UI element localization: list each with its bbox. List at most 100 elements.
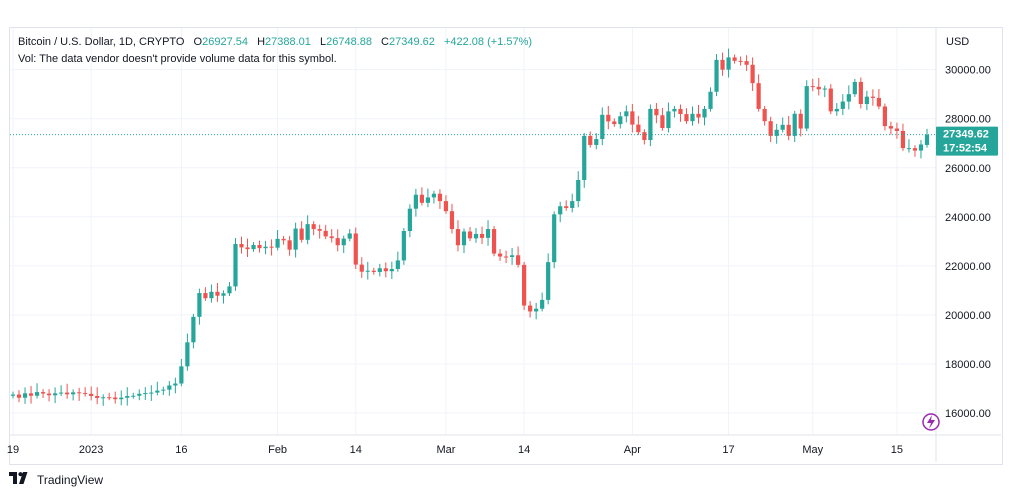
candle-body[interactable] bbox=[40, 392, 46, 394]
flash-icon[interactable] bbox=[922, 413, 940, 431]
candle-body[interactable] bbox=[101, 397, 106, 399]
candle-body[interactable] bbox=[846, 94, 851, 102]
candle-body[interactable] bbox=[900, 130, 906, 149]
candle-body[interactable] bbox=[16, 394, 22, 398]
candle-body[interactable] bbox=[461, 231, 467, 246]
candle-body[interactable] bbox=[485, 229, 491, 238]
candle-body[interactable] bbox=[233, 244, 238, 287]
candle-body[interactable] bbox=[119, 397, 124, 400]
candle-body[interactable] bbox=[449, 211, 455, 230]
candle-body[interactable] bbox=[149, 392, 154, 394]
candle-body[interactable] bbox=[419, 194, 424, 203]
candle-body[interactable] bbox=[576, 180, 581, 202]
candle-body[interactable] bbox=[155, 390, 160, 393]
candle-body[interactable] bbox=[185, 342, 190, 367]
chart-frame[interactable] bbox=[9, 27, 1003, 465]
candle-body[interactable] bbox=[52, 393, 58, 396]
candle-body[interactable] bbox=[522, 264, 527, 306]
candle-body[interactable] bbox=[762, 108, 767, 122]
candle-body[interactable] bbox=[642, 132, 647, 141]
candle-body[interactable] bbox=[714, 59, 719, 92]
candle-body[interactable] bbox=[870, 96, 875, 98]
candle-body[interactable] bbox=[864, 96, 869, 105]
candle-body[interactable] bbox=[425, 197, 431, 203]
candle-body[interactable] bbox=[329, 236, 334, 239]
candle-body[interactable] bbox=[383, 268, 388, 272]
candle-body[interactable] bbox=[636, 124, 641, 133]
candle-body[interactable] bbox=[660, 115, 665, 129]
candle-body[interactable] bbox=[894, 128, 900, 131]
candle-body[interactable] bbox=[924, 134, 930, 145]
candle-body[interactable] bbox=[389, 269, 394, 272]
candle-body[interactable] bbox=[750, 64, 755, 84]
candle-body[interactable] bbox=[582, 135, 587, 181]
candle-body[interactable] bbox=[107, 397, 112, 399]
candle-body[interactable] bbox=[678, 108, 683, 115]
candle-body[interactable] bbox=[293, 228, 298, 250]
candle-body[interactable] bbox=[882, 106, 888, 127]
candle-body[interactable] bbox=[828, 88, 833, 112]
candle-body[interactable] bbox=[353, 233, 358, 265]
candle-body[interactable] bbox=[552, 214, 557, 263]
candle-body[interactable] bbox=[858, 81, 863, 105]
candle-body[interactable] bbox=[443, 201, 449, 212]
candle-body[interactable] bbox=[28, 393, 34, 396]
candle-body[interactable] bbox=[95, 396, 100, 398]
candle-body[interactable] bbox=[161, 389, 166, 391]
candle-body[interactable] bbox=[83, 393, 88, 395]
candle-body[interactable] bbox=[756, 83, 761, 109]
candle-body[interactable] bbox=[630, 111, 635, 125]
candle-body[interactable] bbox=[34, 392, 40, 396]
candle-body[interactable] bbox=[263, 246, 268, 249]
candle-body[interactable] bbox=[269, 246, 274, 248]
candle-body[interactable] bbox=[804, 86, 809, 129]
candle-body[interactable] bbox=[341, 238, 346, 246]
candle-body[interactable] bbox=[666, 111, 671, 129]
candle-body[interactable] bbox=[317, 229, 322, 231]
candle-body[interactable] bbox=[209, 291, 214, 299]
candle-body[interactable] bbox=[167, 385, 172, 390]
candle-body[interactable] bbox=[275, 238, 280, 248]
candle-body[interactable] bbox=[546, 262, 551, 300]
candle-body[interactable] bbox=[624, 111, 629, 117]
candle-body[interactable] bbox=[509, 255, 515, 257]
candle-body[interactable] bbox=[65, 392, 70, 395]
candle-body[interactable] bbox=[780, 124, 785, 130]
candle-body[interactable] bbox=[708, 91, 713, 109]
candle-body[interactable] bbox=[335, 238, 340, 246]
candle-body[interactable] bbox=[503, 256, 509, 258]
candle-body[interactable] bbox=[143, 393, 148, 395]
candle-body[interactable] bbox=[89, 393, 94, 397]
candle-body[interactable] bbox=[257, 244, 262, 249]
candle-body[interactable] bbox=[606, 114, 611, 122]
candle-body[interactable] bbox=[305, 224, 310, 240]
candle-body[interactable] bbox=[245, 247, 250, 250]
candle-body[interactable] bbox=[690, 113, 695, 122]
candle-body[interactable] bbox=[600, 114, 605, 140]
candle-body[interactable] bbox=[377, 268, 382, 272]
candle-body[interactable] bbox=[71, 392, 76, 395]
candle-body[interactable] bbox=[131, 395, 136, 397]
symbol-title[interactable]: Bitcoin / U.S. Dollar, 1D, CRYPTO bbox=[18, 36, 185, 48]
candle-body[interactable] bbox=[311, 224, 316, 230]
candle-body[interactable] bbox=[221, 293, 226, 296]
candle-body[interactable] bbox=[516, 255, 521, 265]
candle-body[interactable] bbox=[401, 231, 406, 261]
candle-body[interactable] bbox=[437, 193, 443, 202]
candle-body[interactable] bbox=[359, 264, 364, 272]
candle-body[interactable] bbox=[473, 233, 479, 239]
candle-body[interactable] bbox=[906, 148, 912, 150]
candle-body[interactable] bbox=[918, 144, 924, 151]
candle-body[interactable] bbox=[281, 238, 286, 241]
candle-body[interactable] bbox=[497, 253, 503, 257]
candle-body[interactable] bbox=[137, 393, 142, 396]
footer[interactable]: TradingView bbox=[9, 472, 103, 487]
candle-body[interactable] bbox=[744, 61, 749, 65]
candle-body[interactable] bbox=[822, 88, 827, 90]
candle-body[interactable] bbox=[672, 108, 677, 112]
candle-body[interactable] bbox=[588, 135, 593, 145]
candle-body[interactable] bbox=[840, 101, 845, 109]
candle-body[interactable] bbox=[768, 121, 773, 136]
candle-body[interactable] bbox=[197, 293, 202, 317]
